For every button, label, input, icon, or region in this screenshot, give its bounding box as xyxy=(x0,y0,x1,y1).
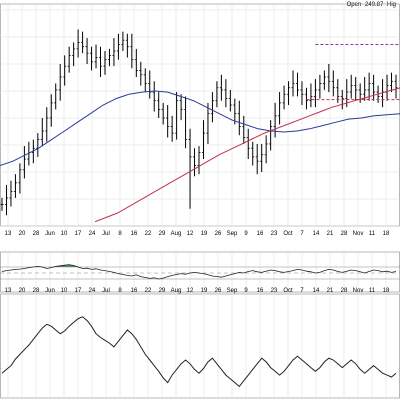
x-tick-label: 16 xyxy=(131,288,138,294)
open-value: 249.87 xyxy=(364,2,384,8)
panel-frame-1 xyxy=(0,3,400,227)
price-panel xyxy=(0,29,400,223)
x-tick-label: 7 xyxy=(300,231,304,237)
x-axis-ticks: 13 13 20 20 28 28 Jun Jun 10 10 17 17 24 24 Jul Jul 8 8 16… xyxy=(5,231,390,294)
x-tick-label: 17 xyxy=(75,288,82,294)
x-tick-label: Sep xyxy=(227,288,238,294)
ma-50-line xyxy=(0,90,400,166)
x-tick-label: 17 xyxy=(75,231,82,237)
x-tick-label: 12 xyxy=(187,231,194,237)
x-tick-label: 28 xyxy=(33,231,40,237)
x-tick-label: 12 xyxy=(187,288,194,294)
x-tick-label: 29 xyxy=(159,288,166,294)
x-tick-label: 16 xyxy=(257,288,264,294)
x-tick-label: 14 xyxy=(313,231,320,237)
x-tick-label: 26 xyxy=(215,288,222,294)
x-tick-label: Sep xyxy=(227,231,238,237)
indicator-panel-2 xyxy=(1,316,397,388)
x-tick-label: 20 xyxy=(19,288,26,294)
x-tick-label: 18 xyxy=(383,288,390,294)
x-tick-label: 28 xyxy=(341,288,348,294)
x-tick-label: 23 xyxy=(271,231,278,237)
x-tick-label: 23 xyxy=(271,288,278,294)
x-tick-label: Nov xyxy=(353,288,364,294)
x-tick-label: 22 xyxy=(145,288,152,294)
quote-header: Open 249.87 Hig xyxy=(345,2,396,8)
x-tick-label: Oct xyxy=(283,288,293,294)
x-tick-label: Oct xyxy=(283,231,293,237)
x-tick-label: 16 xyxy=(257,231,264,237)
x-tick-label: 8 xyxy=(118,231,122,237)
x-tick-label: Aug xyxy=(171,288,182,294)
indicator-2-line xyxy=(1,316,397,388)
x-tick-label: Jul xyxy=(102,288,110,294)
x-tick-label: 7 xyxy=(300,288,304,294)
x-tick-label: 10 xyxy=(61,231,68,237)
x-tick-label: 24 xyxy=(89,288,96,294)
x-tick-label: 11 xyxy=(369,231,376,237)
x-tick-label: 11 xyxy=(369,288,376,294)
x-tick-label: 24 xyxy=(89,231,96,237)
x-tick-label: 22 xyxy=(145,231,152,237)
overbought-fill xyxy=(51,264,83,267)
indicator-panel-1 xyxy=(0,264,400,280)
high-label: Hig xyxy=(386,2,396,8)
x-tick-label: 28 xyxy=(33,288,40,294)
panel-frame-3 xyxy=(0,293,400,399)
x-tick-label: 13 xyxy=(5,288,12,294)
x-tick-label: 21 xyxy=(327,288,334,294)
x-tick-label: Jun xyxy=(45,288,55,294)
x-tick-label: Jul xyxy=(102,231,110,237)
open-label: Open xyxy=(346,2,362,8)
x-tick-label: 8 xyxy=(118,288,122,294)
ma-200-line xyxy=(94,87,400,223)
grid-layer xyxy=(0,3,400,399)
x-tick-label: 18 xyxy=(383,231,390,237)
x-tick-label: Aug xyxy=(171,231,182,237)
x-tick-label: 19 xyxy=(201,231,208,237)
indicator-1-line xyxy=(1,264,397,280)
x-tick-label: 28 xyxy=(341,231,348,237)
x-tick-label: 19 xyxy=(201,288,208,294)
x-tick-label: 9 xyxy=(244,288,248,294)
x-tick-label: 26 xyxy=(215,231,222,237)
x-tick-label: 13 xyxy=(5,231,12,237)
x-tick-label: 20 xyxy=(19,231,26,237)
x-tick-label: Nov xyxy=(353,231,364,237)
x-tick-label: 21 xyxy=(327,231,334,237)
x-tick-label: 16 xyxy=(131,231,138,237)
x-tick-label: 9 xyxy=(244,231,248,237)
x-tick-label: 29 xyxy=(159,231,166,237)
x-tick-label: Jun xyxy=(45,231,55,237)
x-tick-label: 10 xyxy=(61,288,68,294)
x-tick-label: 14 xyxy=(313,288,320,294)
